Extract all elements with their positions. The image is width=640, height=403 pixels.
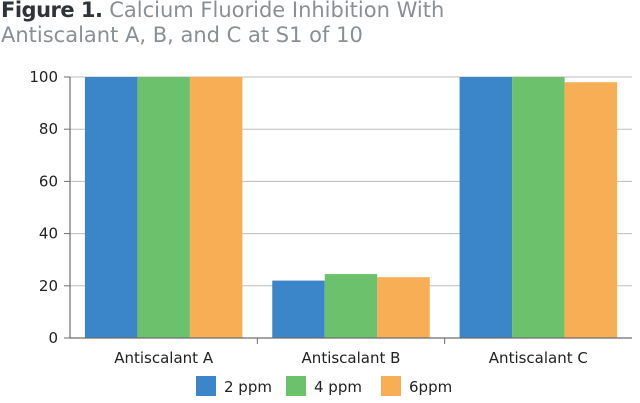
y-tick-label: 0 [48,329,58,347]
x-category-label: Antiscalant A [114,349,214,367]
figure-label: Figure 1. [1,0,103,22]
bar-4-ppm-antiscalant-b [324,274,378,338]
figure-title-line1: Calcium Fluoride Inhibition With [109,0,445,22]
bar-6ppm-antiscalant-b [377,277,430,338]
bars [84,77,618,338]
legend-label: 6ppm [409,378,452,396]
figure-title-line2: Antiscalant A, B, and C at S1 of 10 [1,23,363,47]
bar-4-ppm-antiscalant-a [137,77,190,338]
chart-title: Figure 1. Calcium Fluoride Inhibition Wi… [1,0,621,48]
bar-2-ppm-antiscalant-a [84,77,138,338]
legend-swatch [381,376,401,396]
y-tick-label: 100 [29,68,58,86]
y-tick-label: 60 [39,172,58,190]
legend-label: 4 ppm [314,378,362,396]
bar-2-ppm-antiscalant-c [459,77,513,338]
x-category-label: Antiscalant C [489,349,588,367]
axes: 0 20 40 60 80 100 Antiscalant A Antiscalant B An… [29,68,632,367]
legend-swatch [196,376,216,396]
y-tick-label: 40 [39,225,58,243]
legend-swatch [286,376,306,396]
bar-6ppm-antiscalant-c [564,82,618,338]
legend: 2 ppm 4 ppm 6ppm [196,376,452,396]
legend-label: 2 ppm [224,378,272,396]
x-category-label: Antiscalant B [302,349,401,367]
bar-6ppm-antiscalant-a [189,77,243,338]
y-tick-label: 80 [39,120,58,138]
y-tick-label: 20 [39,277,58,295]
bar-2-ppm-antiscalant-b [272,280,325,338]
bar-4-ppm-antiscalant-c [512,77,565,338]
